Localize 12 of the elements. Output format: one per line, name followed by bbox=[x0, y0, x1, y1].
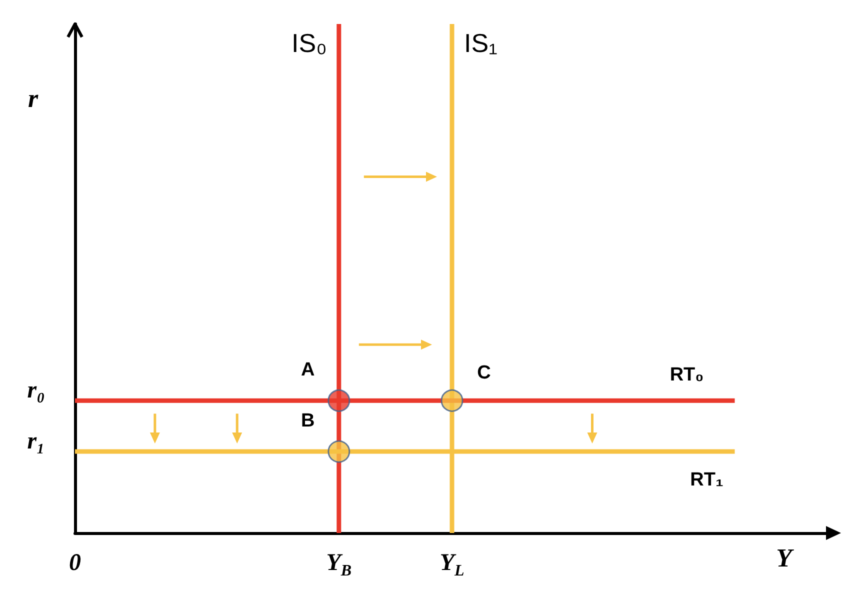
series-label: RT₁ bbox=[690, 470, 724, 491]
annotation: B bbox=[301, 410, 315, 432]
series-label: IS₁ bbox=[464, 28, 498, 58]
y-axis-title: r bbox=[28, 84, 39, 113]
x-axis-title: Y bbox=[776, 544, 794, 572]
series-label: RT₀ bbox=[670, 364, 704, 386]
x-tick-label: 0 bbox=[69, 550, 81, 576]
series-label: IS₀ bbox=[292, 28, 327, 58]
annotation: r₀ bbox=[27, 378, 45, 404]
annotation: C bbox=[477, 362, 492, 384]
annotation: A bbox=[301, 360, 316, 381]
annotation: r₁ bbox=[27, 428, 45, 455]
